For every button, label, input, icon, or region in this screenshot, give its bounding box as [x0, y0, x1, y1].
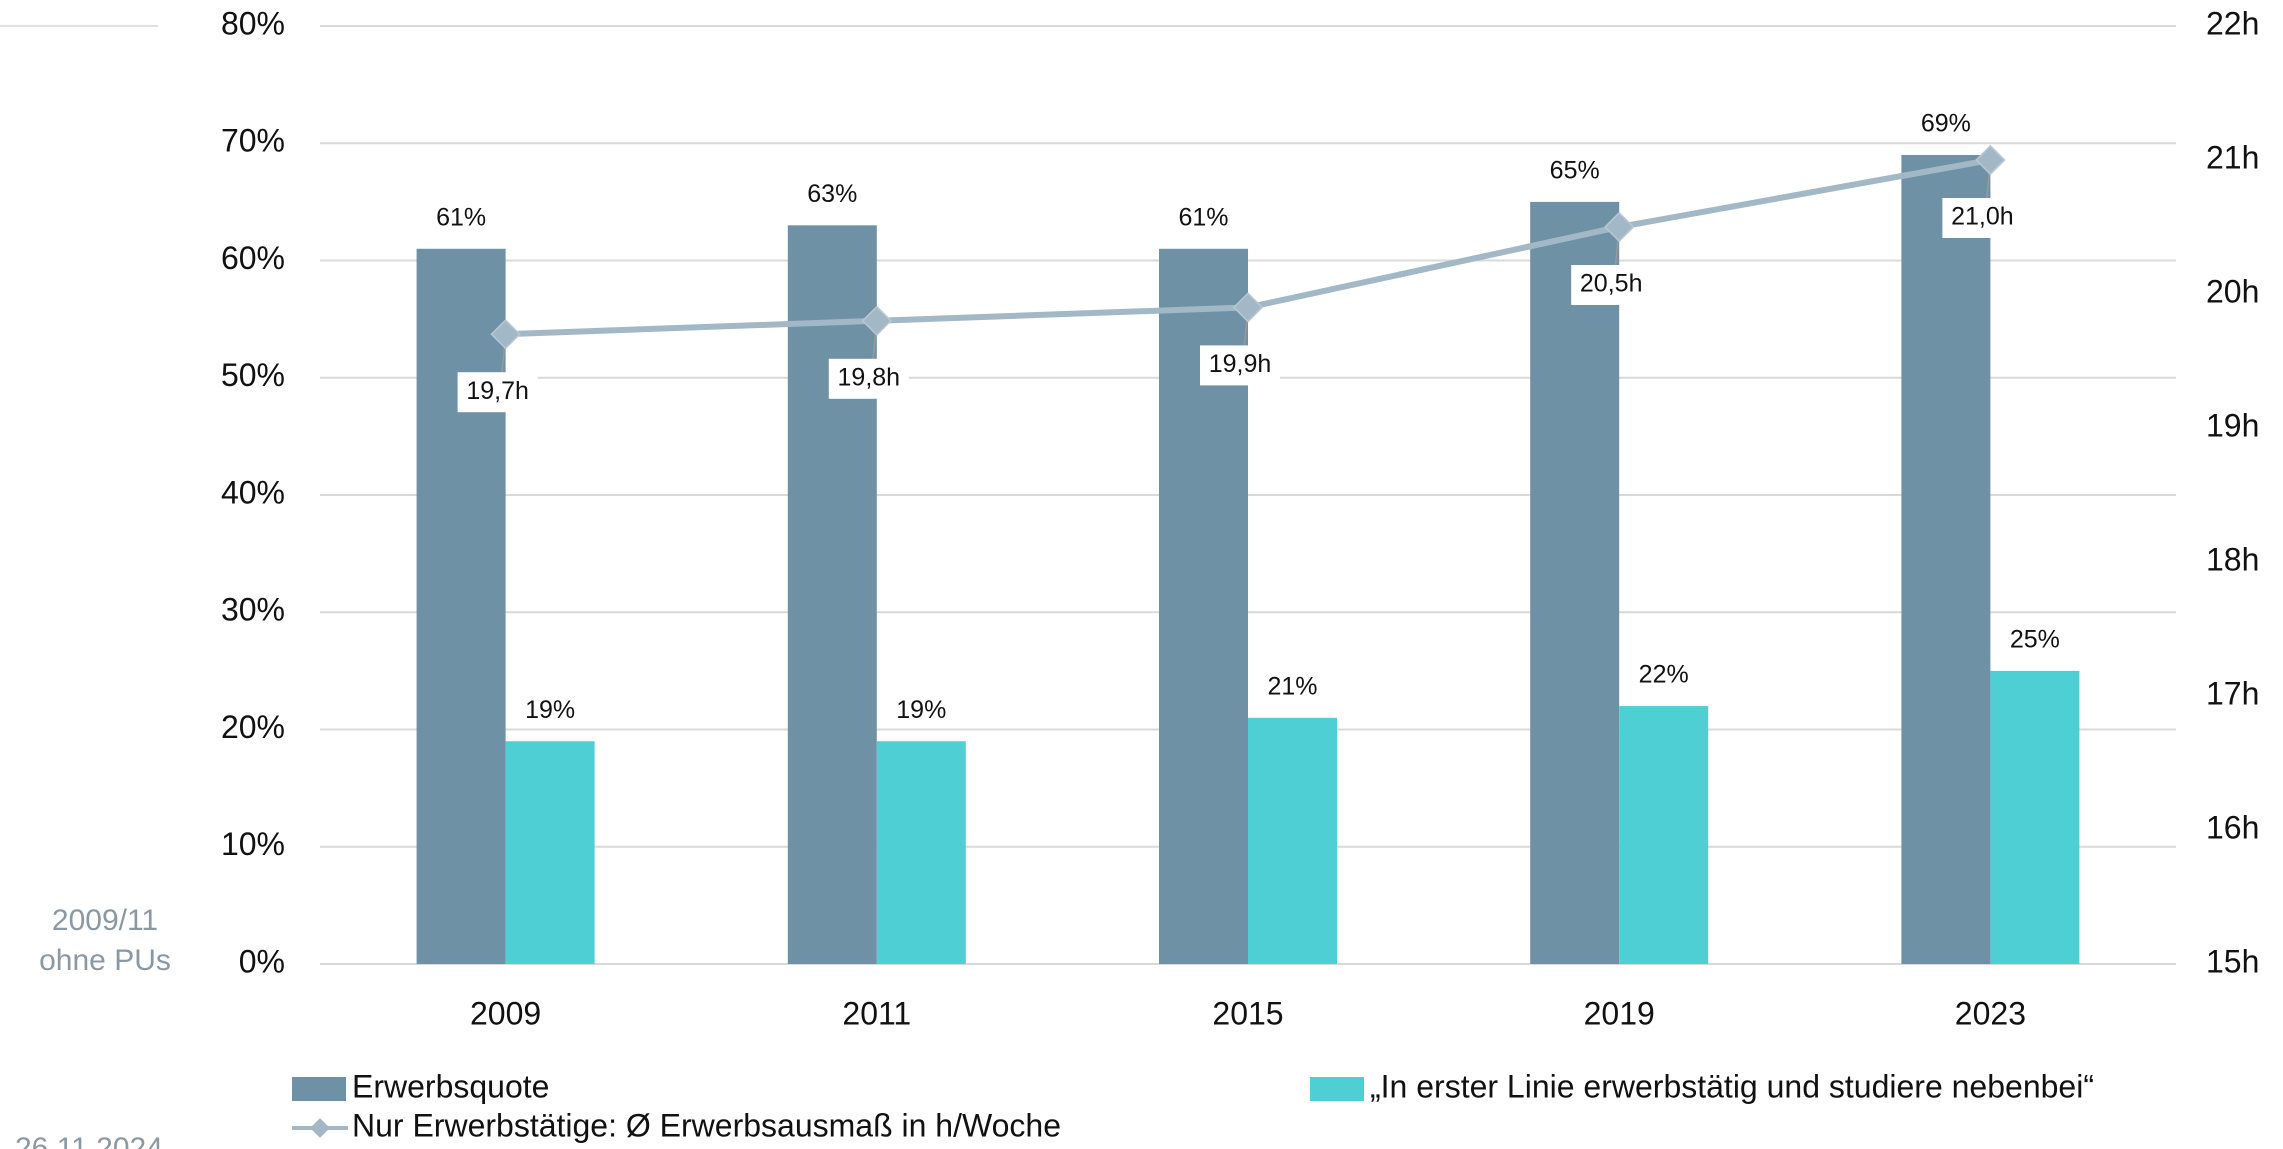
bar-value-label: 25% [2010, 625, 2060, 653]
bar-value-label: 19% [525, 696, 575, 724]
y-tick-label: 0% [239, 943, 285, 979]
line-marker [1232, 292, 1264, 323]
y2-tick-label: 22h [2206, 5, 2259, 41]
bar-value-label: 63% [807, 180, 857, 208]
line-marker [1975, 144, 2006, 176]
bar [1248, 717, 1337, 964]
label-box [1200, 345, 1280, 386]
y-tick-label: 20% [221, 709, 285, 745]
annotation: ohne PUs [39, 944, 171, 977]
line-marker [861, 305, 893, 337]
annotation: 2009/11 [52, 904, 158, 937]
y-tick-label: 40% [221, 474, 285, 510]
x-tick-label: 2015 [1212, 995, 1283, 1031]
legend-label: Nur Erwerbstätige: Ø Erwerbsausmaß in h/… [352, 1107, 1061, 1143]
legend-swatch [1310, 1077, 1364, 1101]
line-value-label: 19,7h [466, 377, 529, 405]
bar-value-label: 65% [1550, 156, 1600, 184]
x-tick-label: 2011 [842, 995, 911, 1031]
line-marker [490, 318, 521, 350]
bar-value-label: 21% [1267, 672, 1317, 700]
y-tick-label: 30% [221, 592, 285, 628]
y-tick-label: 80% [221, 5, 285, 41]
line-value-label: 21,0h [1951, 203, 2014, 231]
y-tick-label: 10% [221, 826, 285, 862]
y-tick-label: 50% [221, 357, 285, 393]
legend-swatch [292, 1077, 346, 1101]
legend-label: Erwerbsquote [352, 1068, 549, 1104]
line-marker [1603, 211, 1635, 243]
y-tick-label: 60% [221, 240, 285, 276]
bar [876, 741, 966, 964]
bar [787, 225, 877, 964]
bar [1990, 670, 2080, 964]
legend-label: „In erster Linie erwerbstätig und studie… [1370, 1068, 2094, 1104]
label-box [457, 372, 538, 413]
bar [505, 741, 595, 964]
line-value-label: 19,9h [1209, 350, 1272, 378]
bar [416, 248, 506, 964]
line-value-label: 19,8h [838, 363, 901, 391]
y-tick-label: 70% [221, 123, 285, 159]
label-box [828, 358, 909, 399]
label-box [1571, 265, 1652, 305]
bar-value-label: 19% [896, 696, 946, 724]
bar [1901, 154, 1991, 965]
bar-value-label: 61% [1178, 203, 1228, 231]
bar-value-label: 61% [436, 203, 486, 231]
y2-tick-label: 20h [2206, 273, 2259, 309]
legend-swatch-marker [310, 1118, 330, 1138]
y2-tick-label: 18h [2206, 541, 2259, 577]
bar [1619, 706, 1709, 964]
x-tick-label: 2019 [1584, 995, 1655, 1031]
bar-value-label: 69% [1921, 110, 1971, 138]
y2-tick-label: 21h [2206, 139, 2259, 175]
y2-tick-label: 19h [2206, 407, 2259, 443]
label-box [1942, 198, 2023, 238]
y2-tick-label: 17h [2206, 675, 2259, 711]
x-tick-label: 2023 [1955, 995, 2026, 1031]
x-tick-label: 2009 [470, 995, 541, 1031]
bar [1530, 201, 1620, 964]
date-note: 26.11.2024 [15, 1132, 163, 1149]
bar-value-label: 22% [1639, 661, 1689, 689]
line-value-label: 20,5h [1580, 270, 1643, 298]
y2-tick-label: 15h [2206, 943, 2259, 979]
y2-tick-label: 16h [2206, 809, 2259, 845]
